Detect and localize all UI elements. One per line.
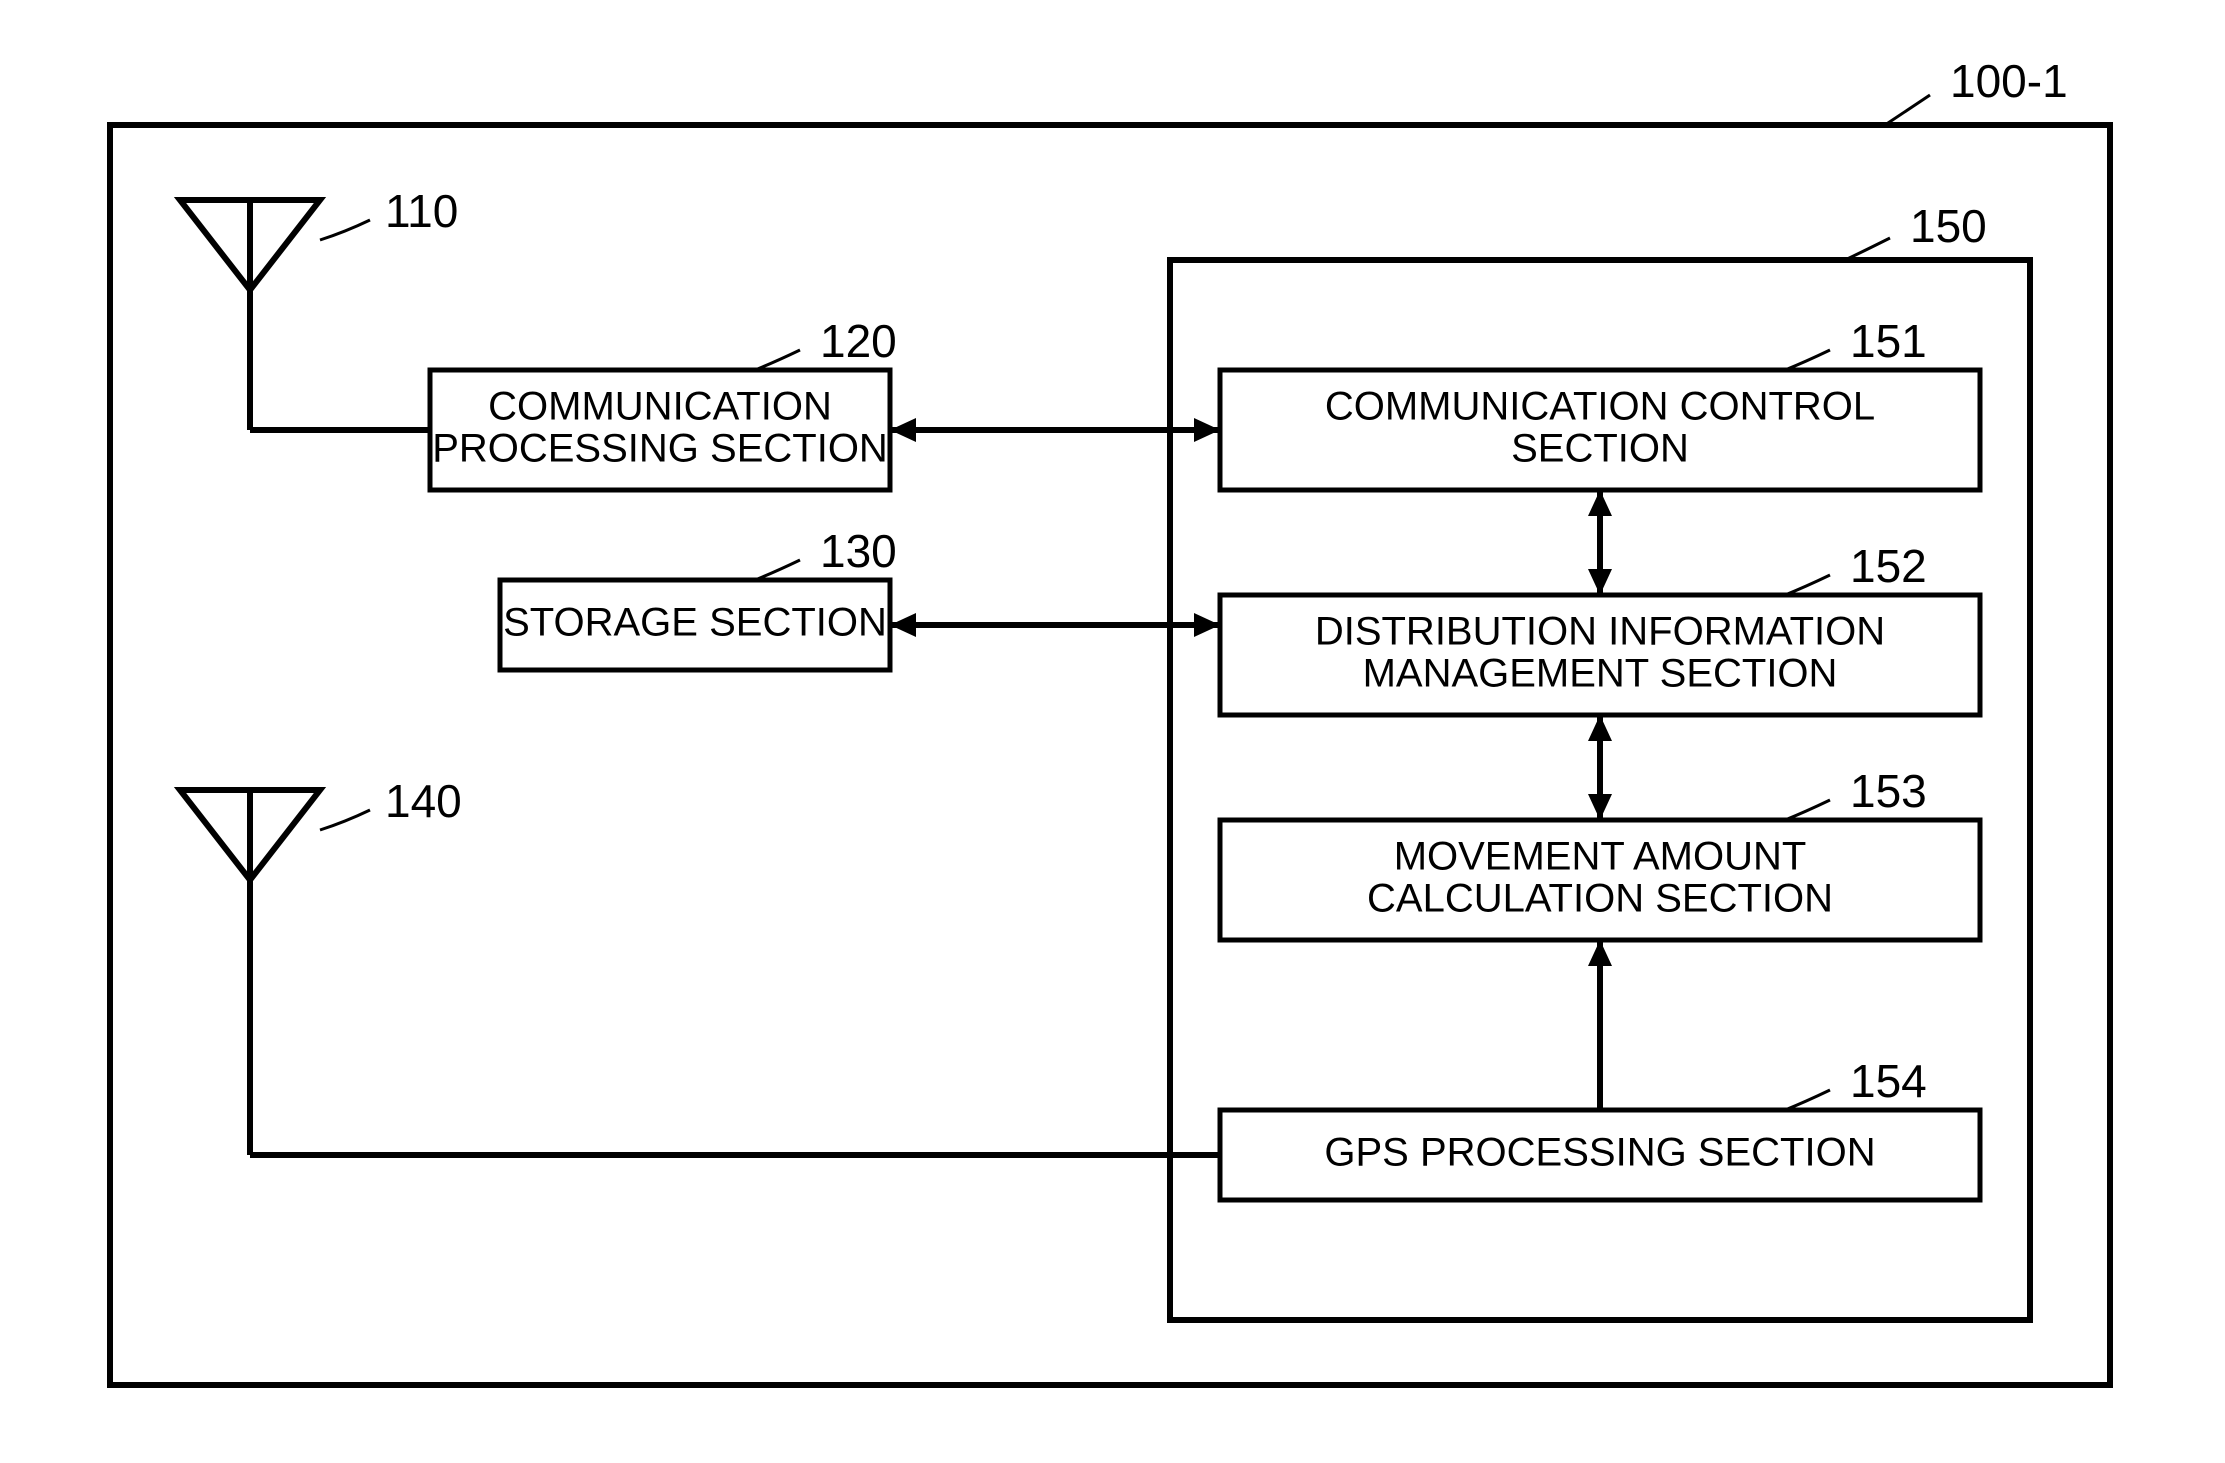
ref-100-1: 100-1 <box>1950 55 2068 107</box>
ref-a110: 110 <box>385 185 458 237</box>
block-b151-line0: COMMUNICATION CONTROL <box>1325 385 1875 429</box>
ref-b152: 152 <box>1850 540 1927 592</box>
ref-b153: 153 <box>1850 765 1927 817</box>
block-b120-line0: COMMUNICATION <box>488 385 832 429</box>
block-b153-line0: MOVEMENT AMOUNT <box>1394 835 1807 879</box>
block-b120-line1: PROCESSING SECTION <box>432 427 888 471</box>
ref-b120: 120 <box>820 315 897 367</box>
block-b153-line1: CALCULATION SECTION <box>1367 877 1833 921</box>
block-b152-line1: MANAGEMENT SECTION <box>1363 652 1838 696</box>
ref-b154: 154 <box>1850 1055 1927 1107</box>
ref-b151: 151 <box>1850 315 1927 367</box>
block-b151-line1: SECTION <box>1511 427 1689 471</box>
ref-150: 150 <box>1910 200 1987 252</box>
block-b152-line0: DISTRIBUTION INFORMATION <box>1315 610 1885 654</box>
block-b130-line0: STORAGE SECTION <box>503 601 887 645</box>
block-b154-line0: GPS PROCESSING SECTION <box>1324 1131 1875 1175</box>
ref-a140: 140 <box>385 775 462 827</box>
ref-b130: 130 <box>820 525 897 577</box>
